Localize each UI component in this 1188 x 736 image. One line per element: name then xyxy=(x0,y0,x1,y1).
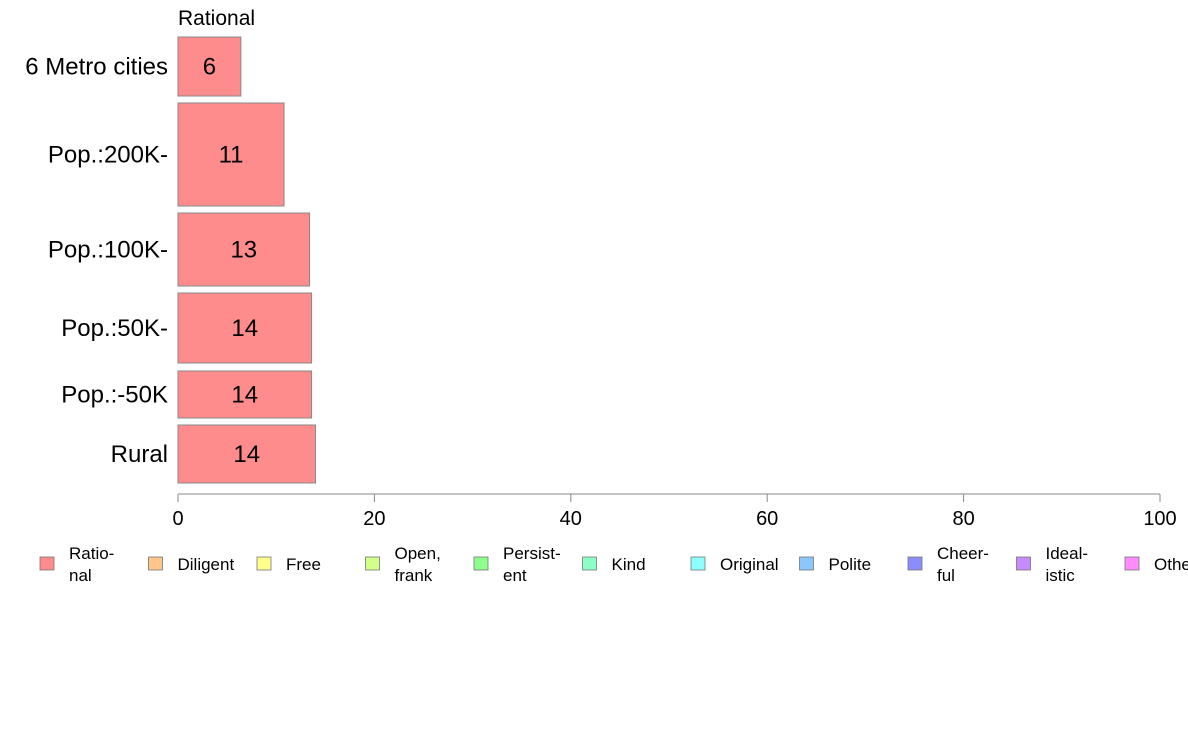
legend-swatch xyxy=(256,556,272,571)
legend-label: istic xyxy=(1046,566,1076,585)
series-title: Rational xyxy=(178,7,255,30)
legend-swatch xyxy=(148,556,163,571)
legend-label: Open, xyxy=(395,544,441,563)
legend-swatch xyxy=(1016,556,1031,571)
x-tick-label: 40 xyxy=(560,508,582,530)
legend-label: ent xyxy=(503,566,527,585)
legend-item: Original xyxy=(690,555,779,574)
legend-item: Open, frank xyxy=(365,544,441,585)
legend-label: Ideal- xyxy=(1046,544,1089,563)
legend-item: Others xyxy=(1124,555,1188,574)
legend-item: Ratio-nal xyxy=(39,544,114,585)
legend-swatch xyxy=(799,556,814,571)
bar-value-label: 11 xyxy=(219,142,244,169)
x-tick-label: 20 xyxy=(363,508,385,530)
bar xyxy=(177,36,242,97)
bar-value-label: 14 xyxy=(233,441,260,468)
category-label: Pop.:200K- xyxy=(48,142,168,169)
bar xyxy=(177,370,313,419)
bar xyxy=(177,424,316,484)
x-axis: 0 20 40 60 80 100 xyxy=(172,493,1177,530)
legend-label: Polite xyxy=(829,555,872,574)
category-label: 6 Metro cities xyxy=(25,54,168,81)
category-label: Rural xyxy=(111,441,168,468)
legend-swatch xyxy=(473,556,489,571)
legend-swatch xyxy=(690,556,706,571)
legend-label: Diligent xyxy=(178,555,235,574)
category-label: Pop.:100K- xyxy=(48,237,168,264)
legend-item: Polite xyxy=(799,555,872,574)
legend: Ratio-nal Diligent Free Open, frank Persist-e… xyxy=(39,544,1188,585)
category-label: Pop.:50K- xyxy=(61,315,168,342)
legend-swatch xyxy=(582,556,597,571)
legend-item: Kind xyxy=(582,555,646,574)
x-tick-label: 60 xyxy=(756,508,778,530)
bars: 6 Metro cities 6 Pop.:200K- 11 Pop.:100K- 13 P… xyxy=(25,36,316,484)
legend-label: Ratio- xyxy=(69,544,114,563)
legend-label: ful xyxy=(937,566,955,585)
legend-label: Others xyxy=(1154,555,1188,574)
legend-label: Persist- xyxy=(503,544,561,563)
x-tick-label: 0 xyxy=(172,508,183,530)
bar-value-label: 13 xyxy=(230,237,257,264)
legend-label: nal xyxy=(69,566,92,585)
legend-label: Free xyxy=(286,555,321,574)
bar-value-label: 14 xyxy=(231,315,258,342)
category-label: Pop.:-50K xyxy=(61,382,168,409)
x-tick-label: 80 xyxy=(952,508,974,530)
legend-item: Diligent xyxy=(148,555,235,574)
bar xyxy=(177,102,285,207)
x-tick-label: 100 xyxy=(1143,508,1176,530)
legend-label: Kind xyxy=(612,555,646,574)
legend-item: Cheer-ful xyxy=(907,544,989,585)
legend-swatch xyxy=(1124,556,1140,571)
bar xyxy=(177,212,311,287)
legend-item: Free xyxy=(256,555,321,574)
legend-label: Original xyxy=(720,555,779,574)
legend-label: Cheer- xyxy=(937,544,989,563)
legend-swatch xyxy=(39,556,55,571)
legend-swatch xyxy=(907,556,923,571)
legend-item: Persist-ent xyxy=(473,544,561,585)
bar-value-label: 14 xyxy=(231,382,258,409)
legend-swatch xyxy=(365,556,380,571)
bar-value-label: 6 xyxy=(203,54,216,81)
legend-label: frank xyxy=(395,566,433,585)
legend-item: Ideal-istic xyxy=(1016,544,1089,585)
bar xyxy=(177,292,313,364)
